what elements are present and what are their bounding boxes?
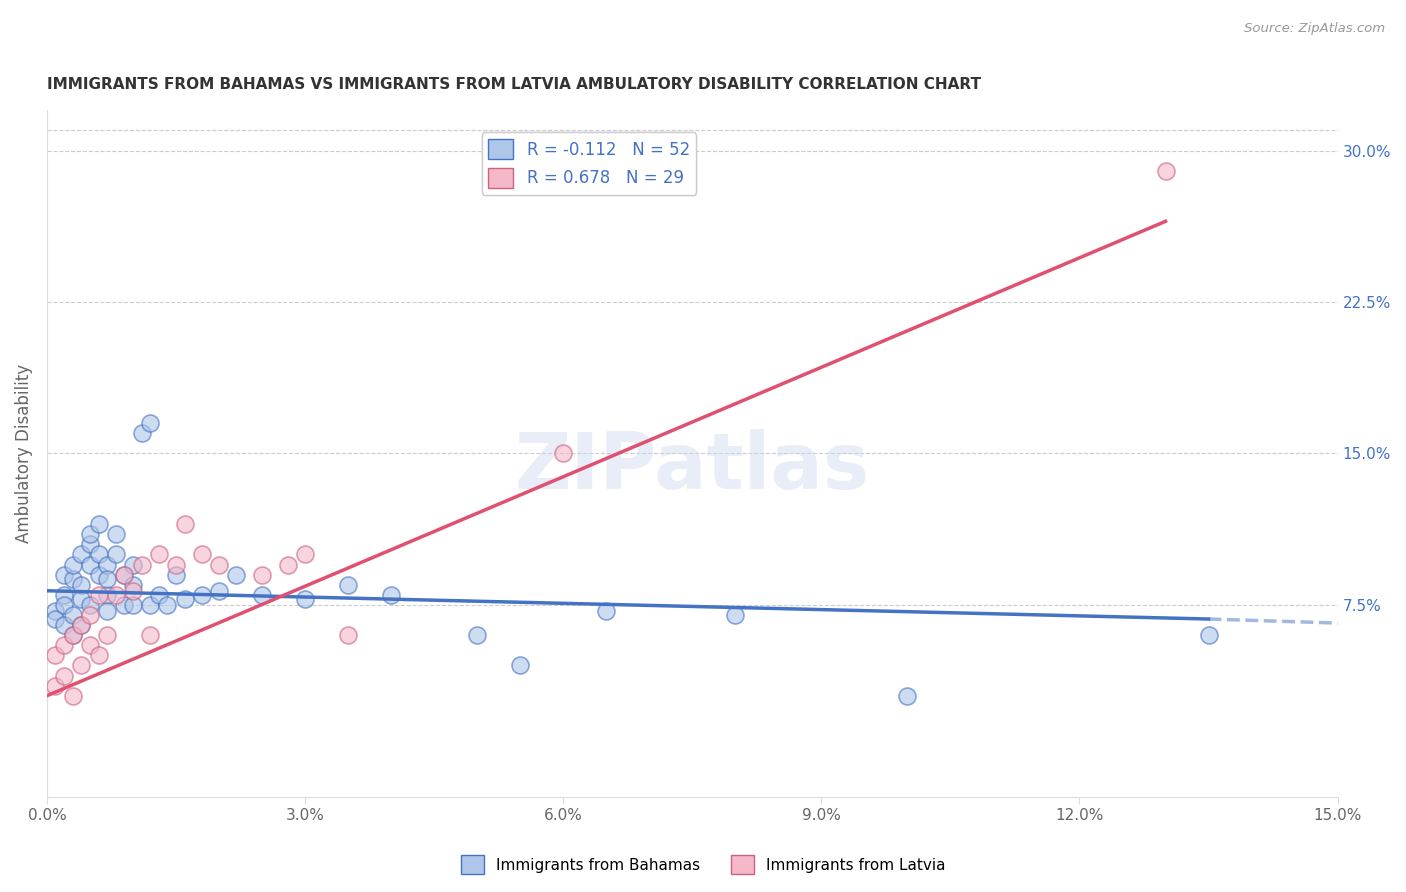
Point (44, 648, 66, 663)
Point (208, 558, 231, 572)
Point (79, 598, 101, 612)
Point (191, 548, 214, 562)
Point (277, 558, 299, 572)
Point (250, 567, 273, 582)
Point (509, 658, 531, 673)
Point (104, 588, 127, 602)
Point (380, 588, 402, 602)
Point (131, 558, 153, 572)
Point (173, 591, 195, 606)
Point (294, 591, 316, 606)
Point (173, 517, 195, 532)
Point (62, 628, 84, 642)
Point (53, 588, 76, 602)
Text: ZIPatlas: ZIPatlas (515, 429, 870, 505)
Point (70, 618, 93, 632)
Point (53, 618, 76, 632)
Point (595, 604, 617, 618)
Point (96, 588, 118, 602)
Point (122, 558, 145, 572)
Point (165, 567, 187, 582)
Point (139, 416, 162, 430)
Point (62, 572, 84, 586)
Point (337, 577, 360, 591)
Point (112, 567, 135, 582)
Point (1198, 628, 1220, 642)
Point (96, 604, 118, 618)
Point (87, 517, 110, 532)
Point (79, 527, 101, 541)
Point (131, 426, 153, 441)
Point (79, 537, 101, 551)
Point (139, 598, 162, 612)
Point (53, 567, 76, 582)
Point (79, 638, 101, 652)
Point (87, 567, 110, 582)
Point (191, 588, 214, 602)
Point (724, 607, 747, 622)
Point (553, 446, 575, 460)
Point (44, 612, 66, 626)
Text: IMMIGRANTS FROM BAHAMAS VS IMMIGRANTS FROM LATVIA AMBULATORY DISABILITY CORRELAT: IMMIGRANTS FROM BAHAMAS VS IMMIGRANTS FR… (46, 78, 981, 93)
Point (337, 628, 360, 642)
Point (62, 607, 84, 622)
Point (148, 548, 170, 562)
Legend: Immigrants from Bahamas, Immigrants from Latvia: Immigrants from Bahamas, Immigrants from… (454, 849, 952, 880)
Point (122, 577, 145, 591)
Point (53, 668, 76, 682)
Point (122, 583, 145, 598)
Point (70, 548, 93, 562)
Point (208, 583, 231, 598)
Point (165, 558, 187, 572)
Point (250, 588, 273, 602)
Point (44, 679, 66, 693)
Point (225, 567, 247, 582)
Point (104, 548, 127, 562)
Point (70, 577, 93, 591)
Point (112, 567, 135, 582)
Y-axis label: Ambulatory Disability: Ambulatory Disability (15, 364, 32, 543)
Point (156, 598, 179, 612)
Legend: R = -0.112   N = 52, R = 0.678   N = 29: R = -0.112 N = 52, R = 0.678 N = 29 (481, 132, 696, 194)
Point (1154, 164, 1177, 178)
Point (139, 628, 162, 642)
Point (62, 558, 84, 572)
Point (53, 598, 76, 612)
Point (53, 638, 76, 652)
Point (896, 689, 918, 703)
Point (70, 591, 93, 606)
Text: Source: ZipAtlas.com: Source: ZipAtlas.com (1244, 22, 1385, 36)
Point (465, 628, 488, 642)
Point (79, 607, 101, 622)
Point (62, 628, 84, 642)
Point (87, 588, 110, 602)
Point (44, 604, 66, 618)
Point (104, 527, 127, 541)
Point (148, 588, 170, 602)
Point (70, 658, 93, 673)
Point (87, 548, 110, 562)
Point (112, 598, 135, 612)
Point (79, 558, 101, 572)
Point (87, 648, 110, 663)
Point (96, 628, 118, 642)
Point (96, 572, 118, 586)
Point (294, 548, 316, 562)
Point (62, 689, 84, 703)
Point (122, 598, 145, 612)
Point (70, 618, 93, 632)
Point (96, 558, 118, 572)
